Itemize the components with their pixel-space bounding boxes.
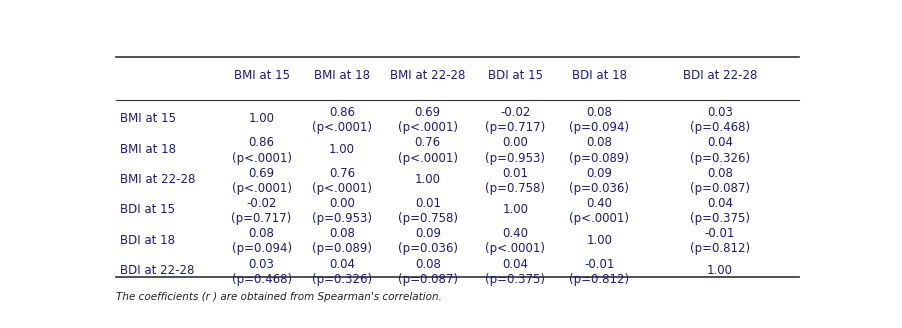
Text: (p=0.094): (p=0.094) (231, 242, 291, 256)
Text: (p=0.812): (p=0.812) (689, 242, 750, 256)
Text: 0.76: 0.76 (414, 136, 440, 150)
Text: 0.00: 0.00 (328, 197, 354, 210)
Text: 0.08: 0.08 (328, 227, 354, 240)
Text: (p=0.326): (p=0.326) (689, 152, 750, 165)
Text: (p<.0001): (p<.0001) (398, 121, 457, 134)
Text: (p=0.089): (p=0.089) (568, 152, 629, 165)
Text: -0.02: -0.02 (246, 197, 277, 210)
Text: BDI at 18: BDI at 18 (571, 70, 626, 82)
Text: 1.00: 1.00 (502, 203, 528, 216)
Text: (p=0.717): (p=0.717) (231, 212, 291, 225)
Text: BDI at 15: BDI at 15 (487, 70, 542, 82)
Text: (p=0.094): (p=0.094) (568, 121, 629, 134)
Text: 0.04: 0.04 (502, 257, 528, 271)
Text: BDI at 22-28: BDI at 22-28 (682, 70, 756, 82)
Text: (p<.0001): (p<.0001) (568, 212, 629, 225)
Text: (p=0.812): (p=0.812) (568, 273, 629, 286)
Text: 0.04: 0.04 (328, 257, 354, 271)
Text: (p=0.953): (p=0.953) (484, 152, 545, 165)
Text: (p=0.087): (p=0.087) (689, 182, 750, 195)
Text: (p=0.089): (p=0.089) (312, 242, 372, 256)
Text: 1.00: 1.00 (706, 264, 732, 277)
Text: 0.76: 0.76 (328, 167, 354, 180)
Text: (p<.0001): (p<.0001) (312, 121, 372, 134)
Text: BDI at 18: BDI at 18 (120, 234, 175, 247)
Text: 1.00: 1.00 (328, 143, 354, 156)
Text: (p=0.717): (p=0.717) (484, 121, 545, 134)
Text: 0.40: 0.40 (502, 227, 528, 240)
Text: BDI at 15: BDI at 15 (120, 203, 175, 216)
Text: 0.08: 0.08 (248, 227, 274, 240)
Text: -0.01: -0.01 (584, 257, 613, 271)
Text: 0.08: 0.08 (706, 167, 732, 180)
Text: (p=0.758): (p=0.758) (484, 182, 545, 195)
Text: BMI at 18: BMI at 18 (120, 143, 176, 156)
Text: 1.00: 1.00 (585, 234, 612, 247)
Text: 0.01: 0.01 (502, 167, 528, 180)
Text: (p<.0001): (p<.0001) (231, 182, 291, 195)
Text: BDI at 22-28: BDI at 22-28 (120, 264, 194, 277)
Text: 0.86: 0.86 (328, 106, 354, 119)
Text: (p<.0001): (p<.0001) (484, 242, 545, 256)
Text: (p=0.468): (p=0.468) (231, 273, 291, 286)
Text: 1.00: 1.00 (248, 113, 274, 125)
Text: -0.01: -0.01 (704, 227, 734, 240)
Text: 0.08: 0.08 (585, 136, 612, 150)
Text: 0.04: 0.04 (706, 136, 732, 150)
Text: BMI at 18: BMI at 18 (314, 70, 370, 82)
Text: 0.01: 0.01 (414, 197, 440, 210)
Text: (p=0.036): (p=0.036) (398, 242, 457, 256)
Text: (p=0.036): (p=0.036) (568, 182, 629, 195)
Text: 0.04: 0.04 (706, 197, 732, 210)
Text: 0.09: 0.09 (585, 167, 612, 180)
Text: 0.09: 0.09 (414, 227, 440, 240)
Text: BMI at 15: BMI at 15 (120, 113, 176, 125)
Text: 0.03: 0.03 (248, 257, 274, 271)
Text: 0.69: 0.69 (248, 167, 274, 180)
Text: BMI at 15: BMI at 15 (234, 70, 290, 82)
Text: 0.08: 0.08 (585, 106, 612, 119)
Text: (p<.0001): (p<.0001) (398, 152, 457, 165)
Text: (p=0.326): (p=0.326) (312, 273, 372, 286)
Text: (p=0.375): (p=0.375) (689, 212, 750, 225)
Text: The coefficients (r ) are obtained from Spearman's correlation.: The coefficients (r ) are obtained from … (116, 292, 442, 302)
Text: (p=0.953): (p=0.953) (312, 212, 372, 225)
Text: (p=0.468): (p=0.468) (689, 121, 750, 134)
Text: (p=0.375): (p=0.375) (484, 273, 545, 286)
Text: (p=0.087): (p=0.087) (398, 273, 457, 286)
Text: BMI at 22-28: BMI at 22-28 (390, 70, 465, 82)
Text: 0.08: 0.08 (414, 257, 440, 271)
Text: 0.00: 0.00 (502, 136, 528, 150)
Text: (p<.0001): (p<.0001) (231, 152, 291, 165)
Text: 0.86: 0.86 (248, 136, 274, 150)
Text: 1.00: 1.00 (414, 173, 440, 186)
Text: (p=0.758): (p=0.758) (398, 212, 457, 225)
Text: 0.03: 0.03 (706, 106, 732, 119)
Text: (p<.0001): (p<.0001) (312, 182, 372, 195)
Text: 0.69: 0.69 (414, 106, 440, 119)
Text: BMI at 22-28: BMI at 22-28 (120, 173, 195, 186)
Text: -0.02: -0.02 (500, 106, 529, 119)
Text: 0.40: 0.40 (585, 197, 612, 210)
